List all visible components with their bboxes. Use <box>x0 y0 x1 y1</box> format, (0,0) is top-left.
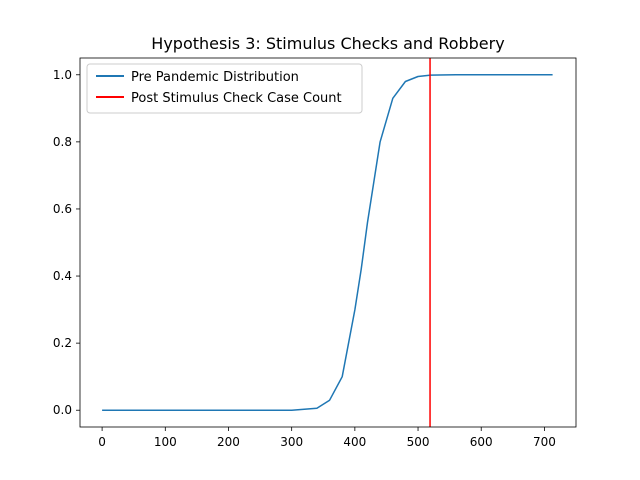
x-tick-label: 500 <box>407 435 430 449</box>
axes-frame <box>79 57 577 428</box>
legend: Pre Pandemic Distribution Post Stimulus … <box>86 63 363 114</box>
y-tick-label: 0.2 <box>53 336 72 350</box>
x-tick-label: 600 <box>470 435 493 449</box>
axes: 0 100 200 300 400 500 600 700 0.0 0.2 0.4 0.6 0.8 1.0 <box>53 57 577 449</box>
y-tick-label: 1.0 <box>53 68 72 82</box>
x-tick-label: 700 <box>533 435 556 449</box>
legend-box <box>86 63 363 114</box>
y-tick-label: 0.4 <box>53 269 72 283</box>
y-tick-label: 0.0 <box>53 403 72 417</box>
chart-title: Hypothesis 3: Stimulus Checks and Robber… <box>151 34 504 53</box>
legend-label-pre-pandemic: Pre Pandemic Distribution <box>131 70 299 85</box>
x-tick-label: 100 <box>154 435 177 449</box>
x-tick-label: 300 <box>280 435 303 449</box>
y-tick-label: 0.8 <box>53 135 72 149</box>
x-tick-label: 0 <box>98 435 106 449</box>
x-tick-label: 400 <box>343 435 366 449</box>
x-tick-label: 200 <box>217 435 240 449</box>
y-tick-label: 0.6 <box>53 202 72 216</box>
plot-area <box>102 58 553 427</box>
legend-label-post-stimulus: Post Stimulus Check Case Count <box>131 91 342 106</box>
